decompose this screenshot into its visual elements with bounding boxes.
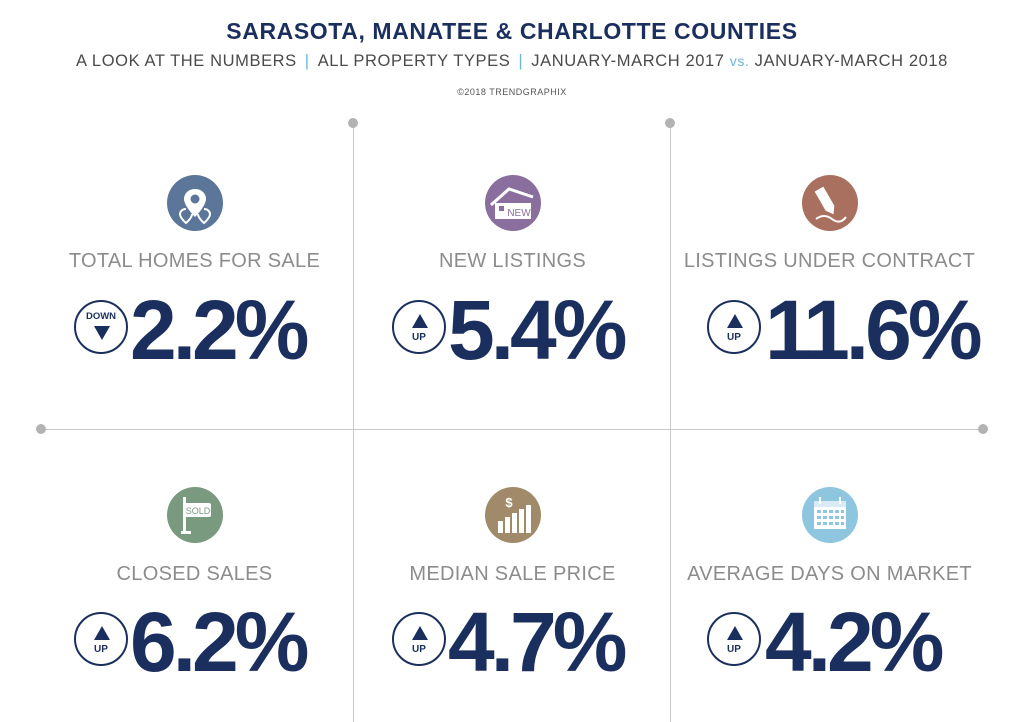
metric-value: 6.2% xyxy=(130,595,309,689)
page-subtitle: A LOOK AT THE NUMBERS | ALL PROPERTY TYPES… xyxy=(0,52,1024,71)
metric-label: LISTINGS UNDER CONTRACT xyxy=(683,250,976,272)
grid-divider-vertical-right xyxy=(670,123,671,722)
metric-label: MEDIAN SALE PRICE xyxy=(409,563,616,585)
grid-dot-right xyxy=(978,424,988,434)
direction-badge-up: UP xyxy=(74,612,128,666)
map-pin-icon xyxy=(167,175,223,231)
sold-sign-icon-text: SOLD xyxy=(186,506,211,516)
grid-divider-horizontal xyxy=(41,429,983,430)
metric-label: NEW LISTINGS xyxy=(439,250,586,272)
direction-badge-down: DOWN xyxy=(74,300,128,354)
direction-text: UP xyxy=(727,644,741,655)
grid-dot-left xyxy=(36,424,46,434)
grid-dot-top-right xyxy=(665,118,675,128)
page-title: SARASOTA, MANATEE & CHARLOTTE COUNTIES xyxy=(226,18,798,44)
metric-total-homes-for-sale: TOTAL HOMES FOR SALE DOWN 2.2% xyxy=(37,0,352,430)
direction-text: UP xyxy=(412,644,426,655)
direction-badge-up: UP xyxy=(707,612,761,666)
new-house-icon: NEW xyxy=(485,175,541,231)
metric-label: AVERAGE DAYS ON MARKET xyxy=(687,563,972,585)
pen-signing-icon xyxy=(802,175,858,231)
subtitle-property-types: ALL PROPERTY TYPES xyxy=(317,52,511,70)
arrow-up-icon xyxy=(412,314,428,328)
price-bars-icon: $ xyxy=(485,487,541,543)
direction-text: UP xyxy=(727,332,741,343)
metric-closed-sales: SOLD CLOSED SALES UP 6.2% xyxy=(37,0,352,722)
arrow-up-icon xyxy=(412,626,428,640)
metric-value: 4.7% xyxy=(448,595,627,689)
metric-average-days-on-market: AVERAGE DAYS ON MARKET UP 4.2% xyxy=(672,0,987,722)
metric-value: 11.6% xyxy=(765,283,983,377)
new-house-icon-text: NEW xyxy=(507,208,531,219)
metric-label: TOTAL HOMES FOR SALE xyxy=(68,250,321,272)
grid-divider-vertical-left xyxy=(353,123,354,722)
sold-sign-icon: SOLD xyxy=(167,487,223,543)
copyright-notice: ©2018 TRENDGRAPHIX xyxy=(457,87,567,97)
direction-badge-up: UP xyxy=(392,612,446,666)
grid-dot-top-left xyxy=(348,118,358,128)
direction-badge-up: UP xyxy=(707,300,761,354)
arrow-down-icon xyxy=(94,326,110,340)
metric-value: 4.2% xyxy=(765,595,944,689)
subtitle-vs: vs. xyxy=(729,53,750,69)
direction-text: UP xyxy=(412,332,426,343)
subtitle-separator: | xyxy=(518,52,524,70)
subtitle-separator: | xyxy=(304,52,310,70)
dollar-sign-icon-text: $ xyxy=(505,495,513,510)
metric-median-sale-price: $ MEDIAN SALE PRICE UP 4.7% xyxy=(355,0,670,722)
metric-value: 5.4% xyxy=(448,283,627,377)
direction-text: DOWN xyxy=(85,311,117,322)
metric-listings-under-contract: LISTINGS UNDER CONTRACT UP 11.6% xyxy=(672,0,987,430)
subtitle-period-start: JANUARY-MARCH 2017 xyxy=(531,52,725,70)
arrow-up-icon xyxy=(727,626,743,640)
subtitle-topic: A LOOK AT THE NUMBERS xyxy=(76,52,297,70)
arrow-up-icon xyxy=(94,626,110,640)
arrow-up-icon xyxy=(727,314,743,328)
metric-value: 2.2% xyxy=(130,283,309,377)
metric-label: CLOSED SALES xyxy=(116,563,273,585)
subtitle-period-end: JANUARY-MARCH 2018 xyxy=(754,52,948,70)
direction-badge-up: UP xyxy=(392,300,446,354)
calendar-icon xyxy=(802,487,858,543)
direction-text: UP xyxy=(94,644,108,655)
metric-new-listings: NEW NEW LISTINGS UP 5.4% xyxy=(355,0,670,430)
